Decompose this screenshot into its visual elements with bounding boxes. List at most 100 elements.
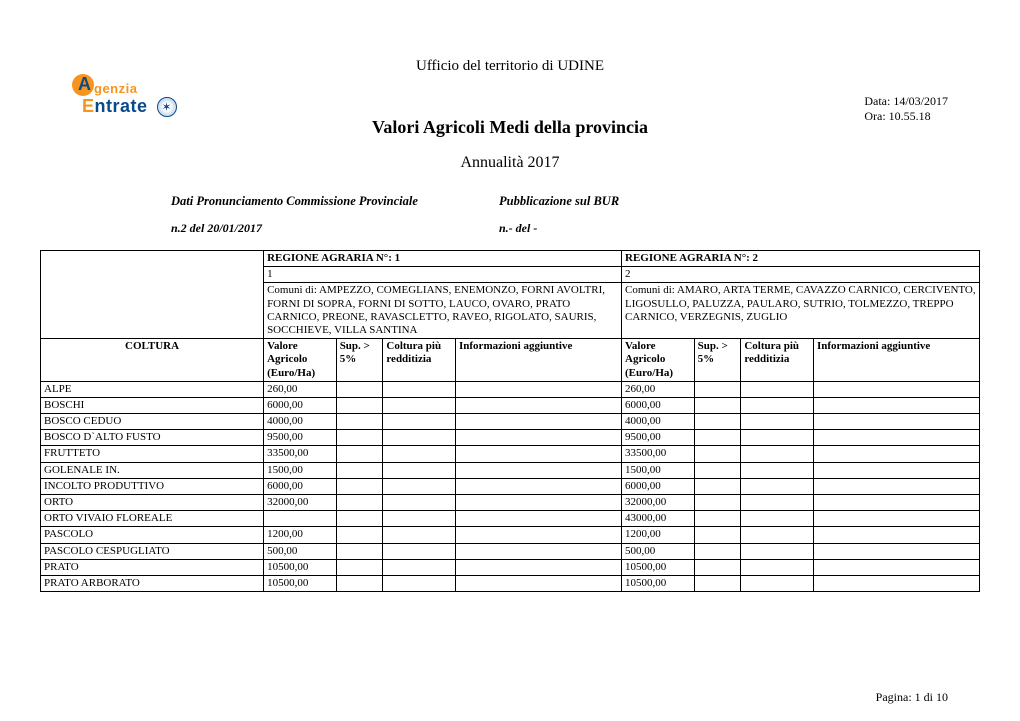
cell-v2: 6000,00 xyxy=(622,478,695,494)
region1-header: REGIONE AGRARIA N°: 1 xyxy=(264,251,622,267)
cell-redd1 xyxy=(383,495,456,511)
cell-sup1 xyxy=(336,527,383,543)
cell-v2: 10500,00 xyxy=(622,575,695,591)
cell-redd2 xyxy=(741,462,814,478)
cell-sup2 xyxy=(694,527,741,543)
cell-coltura: PASCOLO xyxy=(41,527,264,543)
cell-coltura: ORTO xyxy=(41,495,264,511)
logo-text-bottom: Entrate xyxy=(82,96,148,116)
cell-sup2 xyxy=(694,446,741,462)
cell-sup2 xyxy=(694,478,741,494)
cell-redd2 xyxy=(741,446,814,462)
cell-coltura: ORTO VIVAIO FLOREALE xyxy=(41,511,264,527)
col-info-2: Informazioni aggiuntive xyxy=(813,339,979,382)
cell-sup1 xyxy=(336,478,383,494)
col-coltura: COLTURA xyxy=(41,339,264,382)
cell-info2 xyxy=(813,430,979,446)
page-footer: Pagina: 1 di 10 xyxy=(876,690,948,705)
cell-info2 xyxy=(813,543,979,559)
cell-coltura: BOSCHI xyxy=(41,397,264,413)
meta-right-value: n.- del - xyxy=(499,221,849,236)
cell-coltura: PASCOLO CESPUGLIATO xyxy=(41,543,264,559)
region2-sub: 2 xyxy=(622,267,980,283)
cell-info2 xyxy=(813,381,979,397)
cell-coltura: BOSCO D`ALTO FUSTO xyxy=(41,430,264,446)
cell-redd1 xyxy=(383,527,456,543)
cell-redd1 xyxy=(383,430,456,446)
agency-logo: genzia Entrate ✶ xyxy=(72,74,192,117)
cell-redd1 xyxy=(383,478,456,494)
cell-redd2 xyxy=(741,478,814,494)
cell-info2 xyxy=(813,414,979,430)
cell-sup1 xyxy=(336,397,383,413)
table-row: PASCOLO1200,001200,00 xyxy=(41,527,980,543)
cell-info1 xyxy=(456,430,622,446)
cell-v1: 1500,00 xyxy=(264,462,337,478)
cell-info1 xyxy=(456,462,622,478)
cell-v2: 500,00 xyxy=(622,543,695,559)
cell-info1 xyxy=(456,397,622,413)
cell-sup1 xyxy=(336,495,383,511)
col-valore-2: Valore Agricolo (Euro/Ha) xyxy=(622,339,695,382)
cell-redd1 xyxy=(383,543,456,559)
table-row: PRATO ARBORATO10500,0010500,00 xyxy=(41,575,980,591)
office-line: Ufficio del territorio di UDINE xyxy=(36,58,984,75)
year-line: Annualità 2017 xyxy=(36,154,984,172)
table-row: ORTO VIVAIO FLOREALE43000,00 xyxy=(41,511,980,527)
col-info-1: Informazioni aggiuntive xyxy=(456,339,622,382)
cell-info1 xyxy=(456,527,622,543)
cell-sup2 xyxy=(694,381,741,397)
cell-info1 xyxy=(456,381,622,397)
cell-sup1 xyxy=(336,511,383,527)
cell-v1: 6000,00 xyxy=(264,478,337,494)
meta-left-label: Dati Pronunciamento Commissione Provinci… xyxy=(171,194,418,208)
cell-v2: 9500,00 xyxy=(622,430,695,446)
data-table: REGIONE AGRARIA N°: 1 REGIONE AGRARIA N°… xyxy=(40,250,980,592)
cell-v1: 260,00 xyxy=(264,381,337,397)
cell-redd1 xyxy=(383,397,456,413)
cell-coltura: FRUTTETO xyxy=(41,446,264,462)
cell-sup2 xyxy=(694,462,741,478)
cell-sup1 xyxy=(336,559,383,575)
col-sup-2: Sup. > 5% xyxy=(694,339,741,382)
cell-info2 xyxy=(813,527,979,543)
date-time-block: Data: 14/03/2017 Ora: 10.55.18 xyxy=(864,94,948,124)
cell-coltura: INCOLTO PRODUTTIVO xyxy=(41,478,264,494)
cell-redd2 xyxy=(741,495,814,511)
col-sup-1: Sup. > 5% xyxy=(336,339,383,382)
cell-sup2 xyxy=(694,559,741,575)
cell-sup1 xyxy=(336,430,383,446)
cell-info1 xyxy=(456,495,622,511)
cell-sup1 xyxy=(336,575,383,591)
cell-v1: 4000,00 xyxy=(264,414,337,430)
cell-redd2 xyxy=(741,543,814,559)
cell-sup1 xyxy=(336,462,383,478)
cell-redd2 xyxy=(741,575,814,591)
cell-sup1 xyxy=(336,381,383,397)
region2-header: REGIONE AGRARIA N°: 2 xyxy=(622,251,980,267)
cell-sup2 xyxy=(694,511,741,527)
cell-sup2 xyxy=(694,414,741,430)
cell-redd2 xyxy=(741,381,814,397)
cell-sup1 xyxy=(336,543,383,559)
date-label: Data: xyxy=(864,94,890,108)
state-emblem-icon: ✶ xyxy=(157,97,177,117)
table-row: GOLENALE IN.1500,001500,00 xyxy=(41,462,980,478)
cell-redd2 xyxy=(741,559,814,575)
cell-info2 xyxy=(813,559,979,575)
cell-sup2 xyxy=(694,430,741,446)
cell-info1 xyxy=(456,478,622,494)
cell-v2: 32000,00 xyxy=(622,495,695,511)
cell-redd1 xyxy=(383,511,456,527)
cell-v2: 1500,00 xyxy=(622,462,695,478)
table-row: PASCOLO CESPUGLIATO500,00500,00 xyxy=(41,543,980,559)
cell-coltura: PRATO ARBORATO xyxy=(41,575,264,591)
region1-sub: 1 xyxy=(264,267,622,283)
logo-a-icon xyxy=(72,74,94,96)
cell-v2: 4000,00 xyxy=(622,414,695,430)
cell-v1: 6000,00 xyxy=(264,397,337,413)
cell-redd1 xyxy=(383,559,456,575)
cell-info1 xyxy=(456,559,622,575)
table-row: BOSCO D`ALTO FUSTO9500,009500,00 xyxy=(41,430,980,446)
cell-v1: 10500,00 xyxy=(264,575,337,591)
